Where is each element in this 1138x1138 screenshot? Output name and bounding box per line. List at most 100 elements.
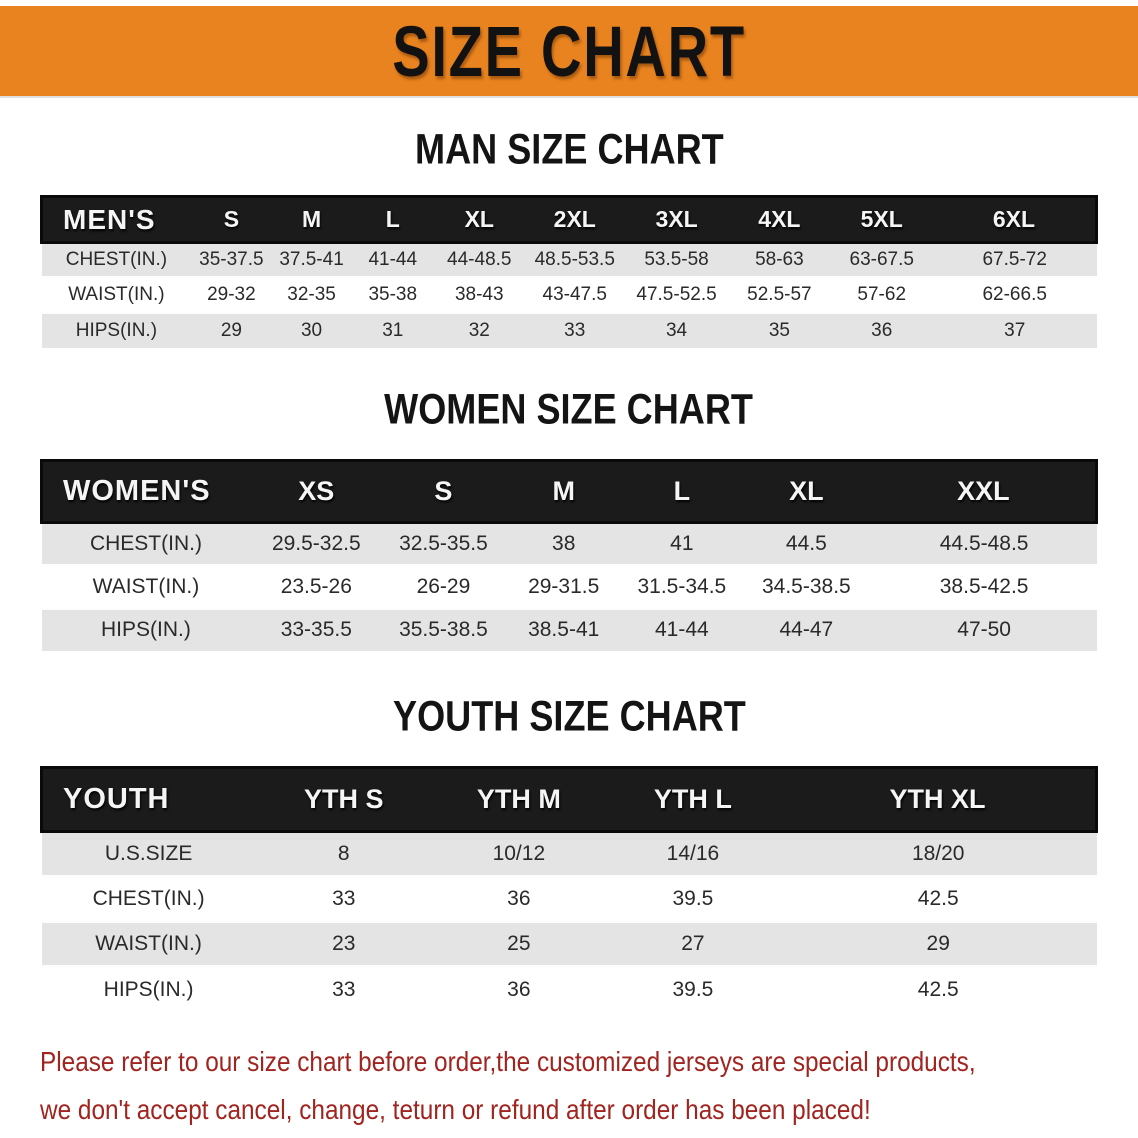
size-value-cell: 36	[830, 311, 933, 348]
size-value-cell: 29.5-32.5	[250, 520, 383, 565]
youth-size-table: YOUTH YTH S YTH M YTH L YTH XL U.S.SIZE …	[39, 766, 1098, 1012]
women-size-table: WOMEN'S XS S M L XL XXL CHEST(IN.) 29.5-…	[40, 458, 1098, 651]
banner-title: SIZE CHART	[392, 11, 746, 91]
order-policy-note: Please refer to our size chart before or…	[40, 1038, 1098, 1134]
note-line-2: we don't accept cancel, change, teturn o…	[40, 1093, 871, 1125]
size-value-cell: 44-47	[740, 606, 872, 651]
men-section-heading: MAN SIZE CHART	[414, 124, 724, 174]
women-size-col: S	[382, 458, 505, 524]
women-hips-row: HIPS(IN.) 33-35.5 35.5-38.5 38.5-41 41-4…	[41, 606, 1097, 651]
size-value-cell: 39.5	[605, 965, 780, 1012]
men-size-col: M	[271, 195, 352, 244]
size-value-cell: 47.5-52.5	[624, 276, 729, 313]
note-line-1: Please refer to our size chart before or…	[40, 1045, 976, 1077]
size-value-cell: 52.5-57	[728, 276, 831, 313]
youth-waist-row: WAIST(IN.) 23 25 27 29	[41, 920, 1097, 967]
men-size-col: 2XL	[524, 195, 625, 244]
size-value-cell: 67.5-72	[932, 241, 1097, 278]
size-value-cell: 30	[271, 311, 352, 348]
women-size-col: M	[504, 458, 623, 524]
youth-ussize-row: U.S.SIZE 8 10/12 14/16 18/20	[41, 830, 1097, 877]
men-header-row: MEN'S S M L XL 2XL 3XL 4XL 5XL 6XL	[40, 195, 1098, 244]
youth-size-col: YTH L	[605, 766, 780, 833]
men-waist-row: WAIST(IN.) 29-32 32-35 35-38 38-43 43-47…	[41, 276, 1097, 313]
youth-corner-label: YOUTH	[39, 766, 256, 833]
size-value-cell: 29	[779, 920, 1097, 967]
size-value-cell: 23	[255, 920, 432, 967]
row-label: WAIST(IN.)	[41, 276, 192, 313]
size-value-cell: 27	[605, 920, 780, 967]
men-size-col: 4XL	[728, 195, 831, 244]
size-value-cell: 36	[431, 965, 606, 1012]
women-section-heading: WOMEN SIZE CHART	[384, 384, 754, 433]
row-label: WAIST(IN.)	[41, 563, 251, 608]
youth-size-section: YOUTH SIZE CHART YOUTH YTH S YTH M YTH L…	[0, 692, 1138, 1012]
size-value-cell: 25	[431, 920, 606, 967]
row-label: CHEST(IN.)	[41, 520, 251, 565]
row-label: HIPS(IN.)	[41, 311, 192, 348]
women-waist-row: WAIST(IN.) 23.5-26 26-29 29-31.5 31.5-34…	[41, 563, 1097, 608]
size-value-cell: 63-67.5	[830, 241, 933, 278]
row-label: U.S.SIZE	[41, 830, 256, 877]
women-header-row: WOMEN'S XS S M L XL XXL	[40, 458, 1098, 524]
size-value-cell: 57-62	[830, 276, 933, 313]
size-value-cell: 41	[622, 520, 741, 565]
size-value-cell: 37.5-41	[271, 241, 352, 278]
size-value-cell: 32	[433, 311, 525, 348]
size-value-cell: 44-48.5	[433, 241, 525, 278]
size-value-cell: 33	[255, 875, 432, 922]
men-size-col: XL	[433, 195, 525, 244]
men-size-col: 3XL	[624, 195, 729, 244]
size-value-cell: 38-43	[433, 276, 525, 313]
size-value-cell: 32.5-35.5	[382, 520, 505, 565]
size-value-cell: 47-50	[871, 606, 1097, 651]
men-size-col: S	[191, 195, 272, 244]
size-value-cell: 42.5	[779, 965, 1097, 1012]
youth-size-col: YTH S	[255, 766, 432, 833]
size-value-cell: 34.5-38.5	[740, 563, 872, 608]
youth-hips-row: HIPS(IN.) 33 36 39.5 42.5	[41, 965, 1097, 1012]
size-value-cell: 48.5-53.5	[524, 241, 625, 278]
size-value-cell: 41-44	[351, 241, 434, 278]
size-value-cell: 31.5-34.5	[622, 563, 741, 608]
size-value-cell: 18/20	[779, 830, 1097, 877]
women-size-col: XL	[740, 458, 872, 524]
row-label: CHEST(IN.)	[41, 241, 192, 278]
size-value-cell: 37	[932, 311, 1097, 348]
size-chart-banner: SIZE CHART	[0, 6, 1138, 98]
row-label: HIPS(IN.)	[41, 965, 256, 1012]
size-value-cell: 26-29	[382, 563, 505, 608]
size-value-cell: 38.5-41	[504, 606, 623, 651]
size-value-cell: 33-35.5	[250, 606, 383, 651]
size-value-cell: 38.5-42.5	[871, 563, 1097, 608]
youth-size-col: YTH M	[431, 766, 606, 833]
size-value-cell: 35.5-38.5	[382, 606, 505, 651]
women-size-col: XS	[250, 458, 383, 524]
women-size-section: WOMEN SIZE CHART WOMEN'S XS S M L XL XXL…	[0, 384, 1138, 651]
size-value-cell: 29	[191, 311, 272, 348]
size-value-cell: 29-31.5	[504, 563, 623, 608]
size-value-cell: 29-32	[191, 276, 272, 313]
size-value-cell: 32-35	[271, 276, 352, 313]
size-value-cell: 38	[504, 520, 623, 565]
youth-chest-row: CHEST(IN.) 33 36 39.5 42.5	[41, 875, 1097, 922]
size-value-cell: 53.5-58	[624, 241, 729, 278]
men-hips-row: HIPS(IN.) 29 30 31 32 33 34 35 36 37	[41, 311, 1097, 348]
men-size-section: MAN SIZE CHART MEN'S S M L XL 2XL 3XL 4X…	[0, 124, 1138, 348]
size-value-cell: 44.5-48.5	[871, 520, 1097, 565]
men-size-col: 5XL	[830, 195, 933, 244]
men-corner-label: MEN'S	[40, 195, 192, 244]
men-size-col: 6XL	[932, 195, 1098, 244]
youth-size-col: YTH XL	[779, 766, 1098, 833]
size-value-cell: 62-66.5	[932, 276, 1097, 313]
size-value-cell: 23.5-26	[250, 563, 383, 608]
row-label: HIPS(IN.)	[41, 606, 251, 651]
size-value-cell: 36	[431, 875, 606, 922]
size-value-cell: 42.5	[779, 875, 1097, 922]
size-value-cell: 35	[728, 311, 831, 348]
women-corner-label: WOMEN'S	[40, 458, 251, 524]
size-value-cell: 8	[255, 830, 432, 877]
size-value-cell: 35-38	[351, 276, 434, 313]
size-value-cell: 44.5	[740, 520, 872, 565]
size-value-cell: 34	[624, 311, 729, 348]
